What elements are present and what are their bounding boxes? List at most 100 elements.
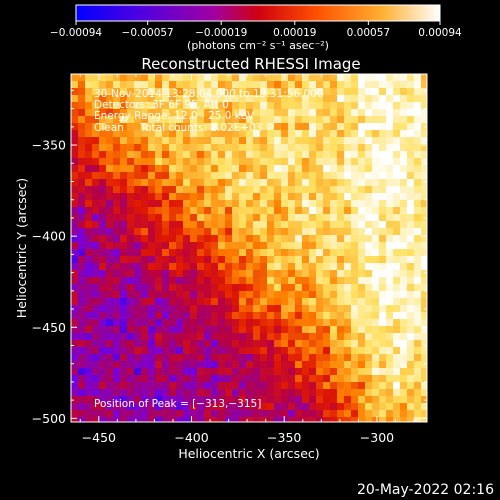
heat-cell xyxy=(309,137,317,145)
heat-cell xyxy=(372,382,380,390)
heat-cell xyxy=(302,214,310,222)
heat-cell xyxy=(176,221,184,229)
heat-cell xyxy=(267,151,275,159)
heat-cell xyxy=(134,403,142,411)
heat-cell xyxy=(204,186,212,194)
heat-cell xyxy=(225,235,233,243)
heat-cell xyxy=(295,361,303,369)
heat-cell xyxy=(253,354,261,362)
heat-cell xyxy=(421,277,427,285)
heat-cell xyxy=(288,417,296,422)
heat-cell xyxy=(218,375,226,383)
heat-cell xyxy=(218,179,226,187)
heat-cell xyxy=(407,123,415,131)
heat-cell xyxy=(323,375,331,383)
heat-cell xyxy=(309,277,317,285)
heat-cell xyxy=(407,326,415,334)
heat-cell xyxy=(386,144,394,152)
heat-cell xyxy=(71,186,79,194)
heat-cell xyxy=(127,298,135,306)
heat-cell xyxy=(197,270,205,278)
heat-cell xyxy=(155,389,163,397)
heat-cell xyxy=(246,396,254,404)
heat-cell xyxy=(120,284,128,292)
heat-cell xyxy=(274,242,282,250)
heat-cell xyxy=(358,130,366,138)
heat-cell xyxy=(85,74,93,82)
heat-cell xyxy=(106,242,114,250)
heat-cell xyxy=(414,116,422,124)
heat-cell xyxy=(78,179,86,187)
heat-cell xyxy=(113,298,121,306)
heat-cell xyxy=(365,235,373,243)
heat-cell xyxy=(71,354,79,362)
heat-cell xyxy=(176,88,184,96)
heat-cell xyxy=(316,277,324,285)
heat-cell xyxy=(113,179,121,187)
heat-cell xyxy=(309,158,317,166)
heat-cell xyxy=(127,291,135,299)
heat-cell xyxy=(372,291,380,299)
heat-cell xyxy=(407,403,415,411)
heat-cell xyxy=(358,410,366,418)
heat-cell xyxy=(232,410,240,418)
heat-cell xyxy=(246,123,254,131)
heat-cell xyxy=(246,403,254,411)
heat-cell xyxy=(379,354,387,362)
heat-cell xyxy=(358,340,366,348)
heat-cell xyxy=(386,326,394,334)
heat-cell xyxy=(337,109,345,117)
heat-cell xyxy=(386,305,394,313)
heat-cell xyxy=(386,270,394,278)
heat-cell xyxy=(148,410,156,418)
heat-cell xyxy=(113,116,121,124)
heat-cell xyxy=(407,368,415,376)
heat-cell xyxy=(351,368,359,376)
heat-cell xyxy=(176,151,184,159)
heat-cell xyxy=(358,319,366,327)
heat-cell xyxy=(400,242,408,250)
heat-cell xyxy=(400,417,408,422)
heat-cell xyxy=(99,221,107,229)
heat-cell xyxy=(414,186,422,194)
heat-cell xyxy=(288,382,296,390)
heat-cell xyxy=(71,81,79,89)
heat-cell xyxy=(281,298,289,306)
heat-cell xyxy=(113,305,121,313)
heat-cell xyxy=(225,368,233,376)
heat-cell xyxy=(134,354,142,362)
heat-cell xyxy=(274,277,282,285)
heat-cell xyxy=(176,102,184,110)
heat-cell xyxy=(99,144,107,152)
heat-cell xyxy=(253,382,261,390)
heat-cell xyxy=(316,270,324,278)
heat-cell xyxy=(253,109,261,117)
heat-cell xyxy=(148,123,156,131)
heat-cell xyxy=(421,270,427,278)
heat-cell xyxy=(176,235,184,243)
heat-cell xyxy=(190,347,198,355)
heat-cell xyxy=(169,403,177,411)
heat-cell xyxy=(155,417,163,422)
heat-cell xyxy=(267,368,275,376)
heat-cell xyxy=(358,235,366,243)
heat-cell xyxy=(351,81,359,89)
heat-cell xyxy=(197,263,205,271)
heat-cell xyxy=(78,319,86,327)
heat-cell xyxy=(176,417,184,422)
heat-cell xyxy=(218,263,226,271)
heat-cell xyxy=(162,214,170,222)
heat-cell xyxy=(267,326,275,334)
heat-cell xyxy=(309,151,317,159)
heat-cell xyxy=(232,130,240,138)
heat-cell xyxy=(281,263,289,271)
heat-cell xyxy=(309,298,317,306)
heat-cell xyxy=(337,88,345,96)
heat-cell xyxy=(330,221,338,229)
heat-cell xyxy=(246,214,254,222)
heat-cell xyxy=(211,382,219,390)
heat-cell xyxy=(190,200,198,208)
heat-cell xyxy=(120,179,128,187)
heat-cell xyxy=(141,81,149,89)
